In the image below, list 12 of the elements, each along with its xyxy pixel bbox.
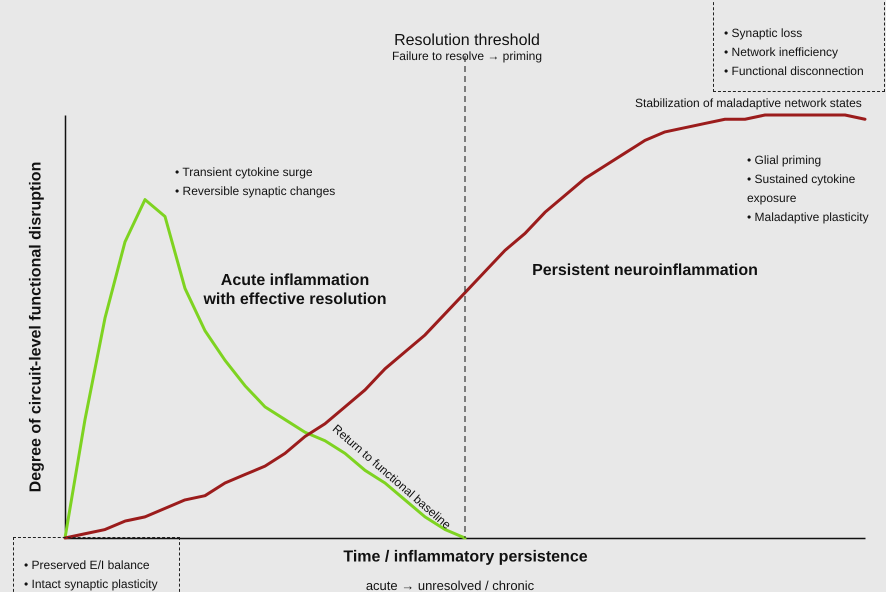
annotation: • Transient cytokine surge • Reversible synaptic changes: [175, 165, 336, 198]
text: Resolution threshold: [394, 32, 540, 49]
annotation: Persistent neuroinflammation: [532, 262, 758, 279]
text: • Preserved E/I balance • Intact synaptic plasticity: [24, 558, 158, 591]
text: Stabilization of maladaptive network states: [635, 96, 862, 110]
x-axis-title: Time / inflammatory persistence: [343, 548, 588, 566]
annotation: Acute inflammation with effective resolution: [202, 272, 387, 308]
text: acute → unresolved / chronic: [366, 578, 535, 592]
y-axis-title: Degree of circuit-level functional disruption: [28, 162, 44, 492]
text: • Synaptic loss • Network inefficiency • Functional disconnection: [724, 26, 864, 78]
text: Failure to resolve → priming: [392, 49, 542, 63]
annotation: • Glial priming • Sustained cytokine exposure • Maladaptive plasticity: [747, 153, 869, 224]
